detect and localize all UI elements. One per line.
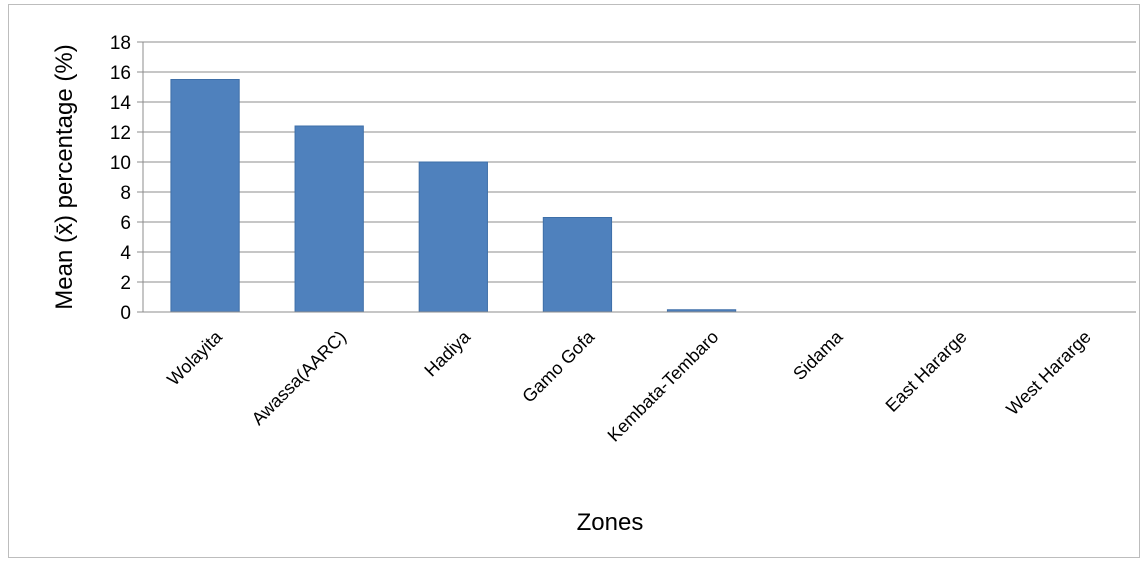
x-tick-label: Awassa(AARC) xyxy=(248,327,350,429)
bar-hadiya xyxy=(418,161,488,313)
y-tick-label: 14 xyxy=(110,93,132,114)
y-axis-title: Mean (x̄) percentage (%) xyxy=(51,44,78,309)
axes xyxy=(137,41,1136,313)
y-tick-label: 6 xyxy=(120,213,131,234)
x-tick-label: Kembata-Tembaro xyxy=(604,327,723,446)
bars xyxy=(170,79,737,313)
x-tick-label: Gamo Gofa xyxy=(518,326,599,407)
y-tick-label: 16 xyxy=(110,63,131,84)
gridlines xyxy=(143,41,1136,283)
x-tick-label: East Hararge xyxy=(882,327,971,416)
bar-gamo-gofa xyxy=(542,217,613,313)
y-tick-label: 4 xyxy=(120,243,131,264)
y-tick-label: 10 xyxy=(110,153,131,174)
y-tick-label: 18 xyxy=(110,33,131,54)
y-tick-label: 0 xyxy=(120,303,131,324)
y-tick-label: 12 xyxy=(110,123,131,144)
x-tick-label: Sidama xyxy=(789,326,847,384)
x-tick-label: Hadiya xyxy=(420,326,474,380)
bar-awassa-aarc xyxy=(294,125,364,313)
bar-wolayita xyxy=(170,79,240,313)
x-axis-title: Zones xyxy=(577,509,644,536)
y-tick-label: 2 xyxy=(120,273,131,294)
x-tick-label: Wolayita xyxy=(163,326,226,389)
y-tick-label: 8 xyxy=(120,183,131,204)
x-tick-label: West Hararge xyxy=(1002,327,1094,419)
